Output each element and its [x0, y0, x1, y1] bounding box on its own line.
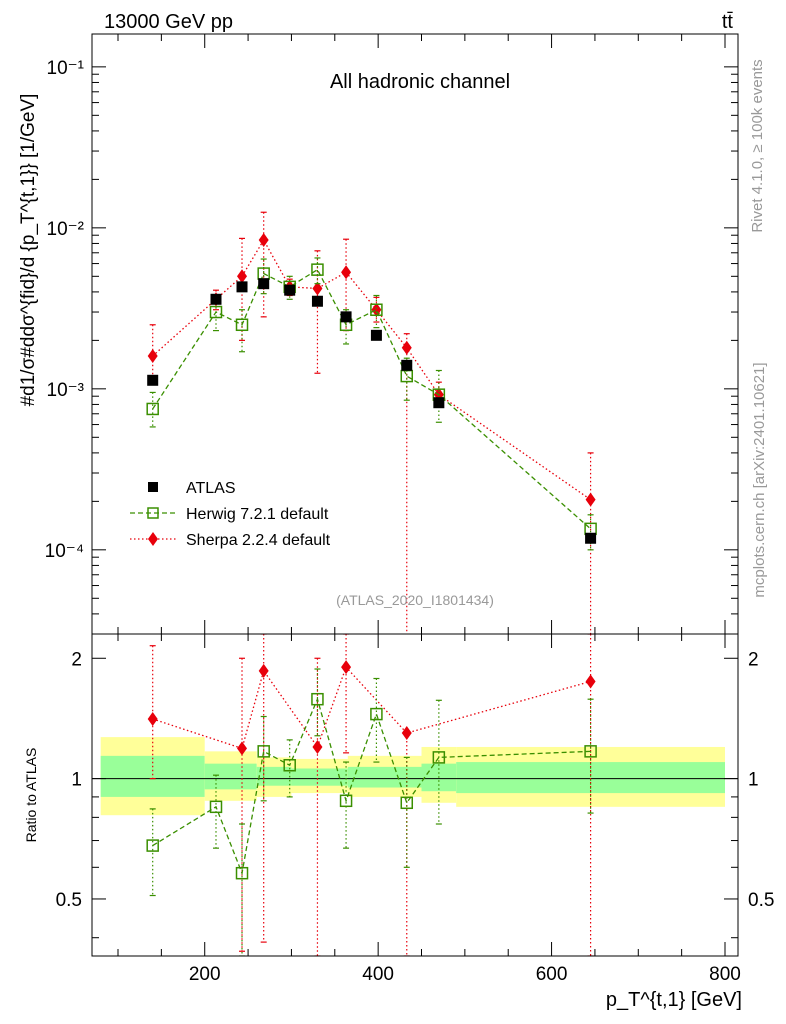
- x-axis-label: p_T^{t,1} [GeV]: [606, 989, 742, 1011]
- ratio-panel-axes: 200 400 600 800 0.5 0.5 1 1 2 2: [56, 633, 774, 985]
- sherpa-point: [401, 340, 412, 355]
- main-panel-axes: 10⁻⁴ 10⁻³ 10⁻² 10⁻¹: [45, 33, 739, 635]
- side-label-mcplots: mcplots.cern.ch [arXiv:2401.10621]: [751, 362, 768, 597]
- ratio-herwig-point: [432, 751, 446, 764]
- sherpa-point: [312, 281, 323, 296]
- header-right: tt̄: [722, 11, 734, 33]
- legend-sherpa-marker: [148, 532, 158, 546]
- atlas-point: [401, 359, 413, 371]
- sherpa-point: [341, 265, 352, 280]
- ratio-y-tick-label: 2: [71, 649, 82, 670]
- main-y-tick-label: 10⁻¹: [47, 58, 85, 79]
- x-tick-label: 200: [189, 964, 221, 985]
- ratio-sherpa-point: [401, 726, 412, 741]
- legend-herwig-marker: [147, 507, 159, 519]
- sherpa-line: [152, 238, 591, 501]
- ratio-herwig-point: [209, 800, 223, 814]
- side-label-rivet: Rivet 4.1.0, ≥ 100k events: [749, 59, 766, 232]
- ratio-herwig-point: [370, 707, 383, 721]
- legend-atlas-marker: [148, 482, 158, 492]
- sherpa-point: [147, 348, 158, 363]
- atlas-point: [340, 311, 352, 323]
- legend: ATLAS Herwig 7.2.1 default Sherpa 2.2.4 …: [130, 480, 331, 549]
- ratio-herwig-point: [584, 745, 597, 758]
- legend-herwig-label: Herwig 7.2.1 default: [186, 506, 329, 523]
- ratio-sherpa-point: [585, 674, 596, 689]
- main-y-axis-label: #d1/σ#ddσ^{fid}/d {p_T^{t,1}} [1/GeV]: [18, 94, 39, 407]
- sherpa-point: [371, 302, 382, 317]
- ratio-herwig-point: [257, 745, 270, 758]
- atlas-point: [585, 532, 597, 544]
- ratio-sherpa-point: [237, 741, 248, 756]
- ratio-y-tick-label-right: 1: [748, 770, 759, 791]
- ratio-herwig-point: [146, 839, 159, 852]
- ratio-herwig-point: [400, 796, 414, 810]
- ratio-y-tick-label-right: 2: [748, 649, 759, 670]
- ratio-sherpa-line: [152, 665, 591, 750]
- atlas-point: [210, 293, 222, 305]
- atlas-point: [284, 284, 296, 296]
- header-left: 13000 GeV pp: [104, 11, 233, 33]
- sherpa-point: [585, 492, 596, 507]
- x-tick-label: 800: [709, 964, 741, 985]
- ratio-panel-data: [146, 634, 597, 956]
- ratio-band-green: [347, 766, 422, 788]
- ratio-sherpa-point: [258, 663, 269, 678]
- ratio-frame: [91, 633, 739, 957]
- ratio-sherpa-point: [312, 739, 323, 754]
- ratio-band-green: [204, 763, 257, 790]
- ratio-band-green: [256, 766, 292, 786]
- atlas-point: [258, 278, 270, 290]
- x-tick-label: 600: [536, 964, 568, 985]
- main-y-label: #d1/σ#ddσ^{fid}/d {p_T^{t,1}} [1/GeV]: [18, 94, 39, 407]
- ratio-herwig-point: [339, 794, 353, 808]
- main-panel-data: [146, 211, 597, 634]
- ratio-y-tick-label-right: 0.5: [748, 890, 774, 911]
- ratio-panel-background: [92, 737, 738, 816]
- atlas-point: [311, 295, 323, 307]
- herwig-point: [311, 263, 324, 276]
- herwig-point: [235, 318, 249, 332]
- main-y-tick-label: 10⁻³: [47, 380, 85, 401]
- side-label-rivet-group: Rivet 4.1.0, ≥ 100k events: [749, 59, 766, 232]
- herwig-point: [209, 305, 223, 319]
- sherpa-point: [237, 269, 248, 284]
- legend-sherpa-label: Sherpa 2.2.4 default: [186, 532, 331, 549]
- main-y-tick-label: 10⁻⁴: [45, 541, 84, 562]
- x-tick-label: 400: [362, 964, 394, 985]
- chart-title: All hadronic channel: [330, 71, 510, 93]
- side-label-mcplots-group: mcplots.cern.ch [arXiv:2401.10621]: [751, 362, 768, 597]
- ratio-sherpa-point: [147, 711, 158, 726]
- atlas-point: [236, 281, 248, 293]
- ratio-y-label: Ratio to ATLAS: [23, 748, 39, 843]
- herwig-point: [400, 369, 414, 383]
- ratio-y-axis-label: Ratio to ATLAS: [23, 748, 39, 843]
- atlas-point: [433, 397, 445, 409]
- atlas-point: [370, 329, 382, 341]
- ratio-herwig-point: [311, 692, 324, 706]
- legend-atlas-label: ATLAS: [186, 480, 236, 497]
- ratio-sherpa-point: [341, 660, 352, 675]
- ratio-y-tick-label: 1: [71, 770, 82, 791]
- ratio-herwig-line: [152, 697, 591, 876]
- herwig-point: [370, 303, 383, 316]
- herwig-point: [146, 402, 159, 416]
- sherpa-point: [258, 233, 269, 248]
- ratio-herwig-point: [283, 759, 296, 772]
- analysis-id: (ATLAS_2020_I1801434): [336, 592, 494, 608]
- herwig-line: [152, 268, 592, 530]
- atlas-point: [147, 374, 159, 386]
- ratio-y-tick-label: 0.5: [56, 890, 82, 911]
- ratio-band-green: [291, 768, 348, 786]
- ratio-herwig-point: [235, 866, 249, 880]
- main-y-tick-label: 10⁻²: [47, 219, 85, 240]
